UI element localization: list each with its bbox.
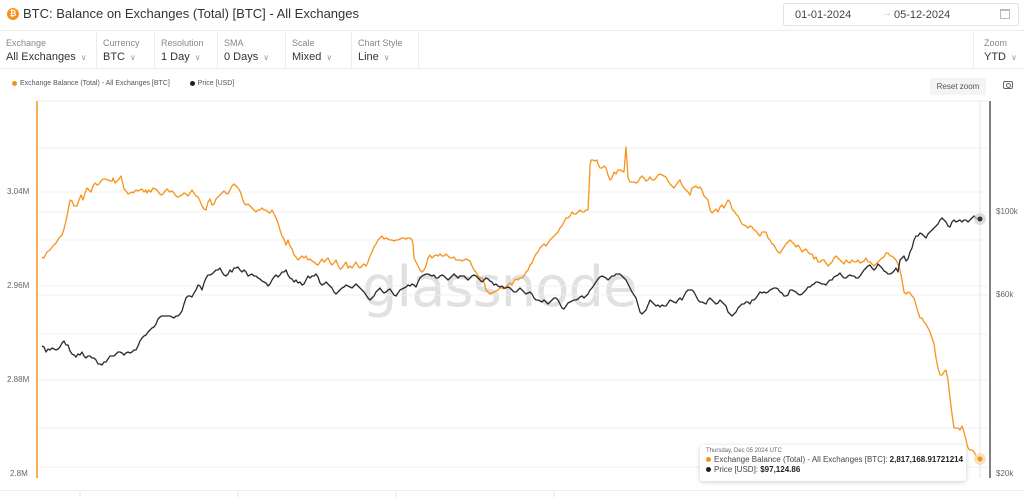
- chart-style-value: Line: [358, 51, 379, 63]
- scale-label: Scale: [292, 38, 315, 48]
- chevron-down-icon: ∨: [383, 53, 390, 62]
- exchange-balance-line: [41, 146, 981, 460]
- scale-value: Mixed: [292, 51, 322, 63]
- price-line: [41, 215, 981, 366]
- legend-item-exchange-balance[interactable]: Exchange Balance (Total) - All Exchanges…: [12, 80, 170, 87]
- chevron-down-icon: ∨: [80, 53, 87, 62]
- resolution-value: 1 Day: [161, 51, 190, 63]
- reset-zoom-button[interactable]: Reset zoom: [930, 78, 986, 95]
- hover-tooltip: Thursday, Dec 05 2024 UTC Exchange Balan…: [700, 445, 966, 481]
- exchange-dropdown[interactable]: Exchange All Exchanges ∨: [0, 32, 97, 69]
- tooltip-balance-row: Exchange Balance (Total) - All Exchanges…: [706, 455, 964, 464]
- tooltip-balance-value: 2,817,168.91721214: [889, 455, 964, 464]
- price-point: [977, 216, 983, 222]
- orange-dot-icon: [706, 457, 711, 463]
- exchange-value: All Exchanges: [6, 51, 76, 63]
- left-axis-tick-2.96M: 2.96M: [7, 281, 30, 290]
- orange-dot-icon: [12, 80, 17, 86]
- start-date-input[interactable]: 01-01-2024: [795, 9, 852, 21]
- chart-style-label: Chart Style: [358, 38, 403, 48]
- camera-icon[interactable]: [1003, 81, 1013, 89]
- chart-title: BTC: Balance on Exchanges (Total) [BTC] …: [23, 6, 359, 21]
- right-axis-tick-60k: $60k: [996, 290, 1014, 299]
- left-axis-tick-2.8M: 2.8M: [10, 469, 28, 478]
- zoom-label: Zoom: [984, 38, 1008, 48]
- left-axis-tick-2.88M: 2.88M: [7, 375, 30, 384]
- right-axis-tick-20k: $20k: [996, 469, 1014, 478]
- balance-point: [977, 456, 983, 462]
- right-axis-tick-100k: $100k: [996, 207, 1018, 216]
- gridlines: [37, 147, 988, 468]
- resolution-label: Resolution: [161, 38, 204, 48]
- tooltip-price-label: Price [USD]:: [714, 465, 761, 474]
- title-bar: ₿ BTC: Balance on Exchanges (Total) [BTC…: [0, 0, 1024, 31]
- chart-style-dropdown[interactable]: Chart Style Line ∨: [352, 32, 419, 69]
- currency-label: Currency: [103, 38, 140, 48]
- scale-dropdown[interactable]: Scale Mixed ∨: [286, 32, 352, 69]
- chevron-down-icon: ∨: [130, 53, 136, 62]
- black-dot-icon: [189, 80, 195, 86]
- zoom-dropdown[interactable]: Zoom YTD ∨: [973, 32, 1024, 69]
- date-range-picker[interactable]: 01-01-2024 → 05-12-2024: [783, 3, 1019, 26]
- legend-label: Price [USD]: [197, 80, 235, 87]
- tooltip-price-value: $97,124.86: [760, 465, 801, 474]
- currency-value: BTC: [103, 51, 125, 63]
- exchange-label: Exchange: [6, 38, 47, 48]
- resolution-dropdown[interactable]: Resolution 1 Day ∨: [155, 32, 218, 69]
- zoom-value: YTD: [984, 51, 1006, 63]
- tooltip-price-row: Price [USD]: $97,124.86: [706, 465, 960, 474]
- chevron-down-icon: ∨: [1011, 53, 1017, 62]
- end-date-input[interactable]: 05-12-2024: [894, 9, 951, 21]
- black-dot-icon: [706, 467, 711, 473]
- currency-dropdown[interactable]: Currency BTC ∨: [97, 32, 155, 69]
- tooltip-balance-label: Exchange Balance (Total) - All Exchanges…: [714, 455, 890, 464]
- chart-legend: Exchange Balance (Total) - All Exchanges…: [12, 80, 252, 87]
- tooltip-date: Thursday, Dec 05 2024 UTC: [706, 448, 782, 454]
- chevron-down-icon: ∨: [194, 53, 201, 62]
- legend-item-price[interactable]: Price [USD]: [189, 80, 235, 87]
- arrow-right-icon: →: [882, 8, 892, 19]
- sma-label: SMA: [224, 38, 244, 48]
- chevron-down-icon: ∨: [263, 53, 270, 62]
- calendar-icon[interactable]: [1000, 9, 1010, 19]
- chevron-down-icon: ∨: [326, 53, 333, 62]
- sma-dropdown[interactable]: SMA 0 Days ∨: [218, 32, 286, 69]
- legend-label: Exchange Balance (Total) - All Exchanges…: [20, 80, 170, 87]
- navigator-bar[interactable]: [0, 490, 1024, 497]
- sma-value: 0 Days: [224, 51, 259, 63]
- left-axis-tick-3.04M: 3.04M: [7, 187, 30, 196]
- bitcoin-icon: ₿: [7, 8, 19, 20]
- chart-controls: Exchange All Exchanges ∨ Currency BTC ∨ Re…: [0, 32, 1024, 69]
